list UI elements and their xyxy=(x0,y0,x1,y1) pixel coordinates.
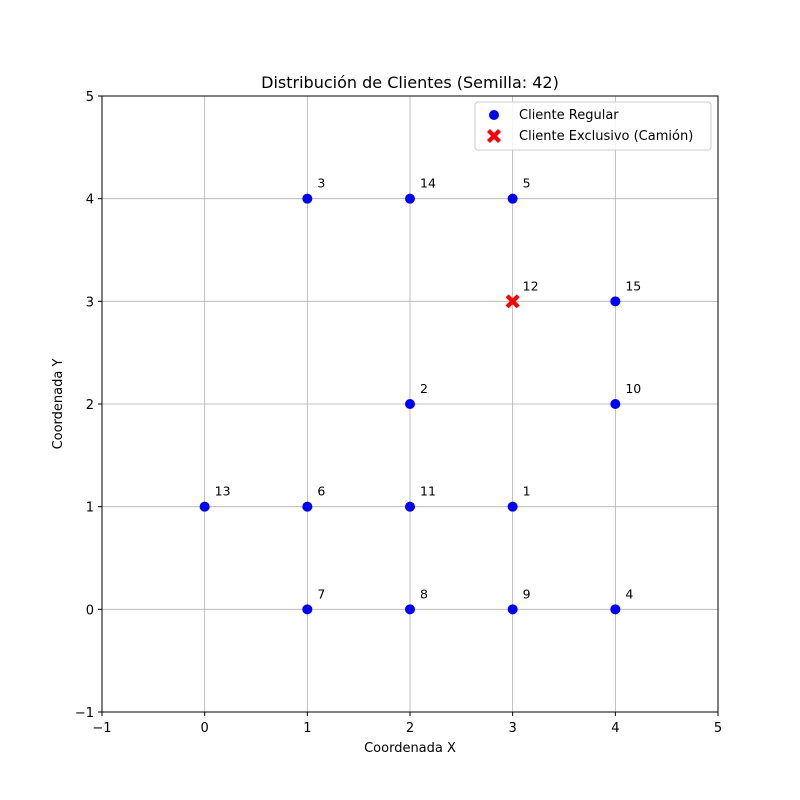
x-tick-label: 5 xyxy=(714,721,722,736)
point-label: 3 xyxy=(317,176,325,191)
y-tick-label: −1 xyxy=(75,706,94,721)
data-point-regular xyxy=(610,296,621,307)
y-tick-label: 4 xyxy=(86,193,94,208)
y-tick-label: 5 xyxy=(86,90,94,105)
data-point-regular xyxy=(507,193,518,204)
point-label: 8 xyxy=(420,586,428,601)
y-axis-label: Coordenada Y xyxy=(51,359,66,450)
data-point-regular xyxy=(610,399,621,409)
point-label: 2 xyxy=(420,381,428,396)
point-label: 12 xyxy=(523,278,539,293)
x-tick-label: 2 xyxy=(406,721,414,736)
data-point-exclusive xyxy=(505,294,520,309)
data-point-regular xyxy=(405,604,415,615)
x-axis-label: Coordenada X xyxy=(364,741,456,756)
y-tick-label: 2 xyxy=(86,398,94,413)
point-label: 5 xyxy=(523,176,531,191)
x-tick-label: −1 xyxy=(92,721,111,736)
data-point-regular xyxy=(507,501,518,512)
point-label: 6 xyxy=(317,484,325,499)
legend-label-exclusive: Cliente Exclusivo (Camión) xyxy=(519,129,693,144)
data-point-regular xyxy=(302,604,313,615)
data-point-regular xyxy=(610,604,621,615)
legend-marker-exclusive xyxy=(486,128,502,144)
point-label: 13 xyxy=(215,484,231,499)
data-point-regular xyxy=(405,193,415,204)
data-point-regular xyxy=(507,604,518,615)
data-point-regular xyxy=(199,501,210,512)
point-label: 7 xyxy=(317,586,325,601)
legend-frame xyxy=(474,101,712,151)
x-tick-label: 4 xyxy=(611,721,619,736)
point-label: 10 xyxy=(625,381,641,396)
x-tick-label: 0 xyxy=(201,721,209,736)
data-point-regular xyxy=(405,501,415,512)
data-point-regular xyxy=(302,193,313,204)
y-tick-label: 3 xyxy=(86,295,94,310)
point-label: 14 xyxy=(420,176,436,191)
legend-label-regular: Cliente Regular xyxy=(519,108,619,123)
point-label: 9 xyxy=(523,586,531,601)
point-label: 4 xyxy=(625,586,633,601)
data-point-regular xyxy=(405,399,415,409)
x-tick-label: 3 xyxy=(509,721,517,736)
point-label: 11 xyxy=(420,484,436,499)
chart-title: Distribución de Clientes (Semilla: 42) xyxy=(261,73,559,92)
x-tick-label: 1 xyxy=(303,721,311,736)
point-label: 15 xyxy=(625,278,641,293)
y-tick-label: 1 xyxy=(86,501,94,516)
data-point-regular xyxy=(302,501,313,512)
y-tick-label: 0 xyxy=(86,603,94,618)
legend: Cliente Regular Cliente Exclusivo (Camió… xyxy=(474,101,712,151)
point-label: 1 xyxy=(523,484,531,499)
legend-marker-regular xyxy=(489,110,499,120)
